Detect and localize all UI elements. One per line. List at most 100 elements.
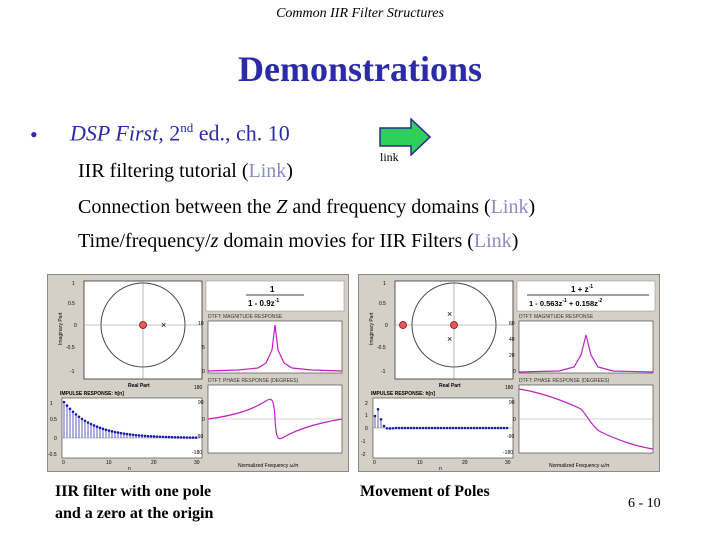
impulse-marker xyxy=(382,424,386,428)
link-arrow-icon[interactable] xyxy=(379,118,431,156)
movies-link[interactable]: Link xyxy=(473,230,512,252)
impulse-marker xyxy=(80,417,84,421)
impulse-marker xyxy=(161,435,165,439)
zplane-ylabel: Imaginary Part xyxy=(58,312,64,345)
ytick: 2 xyxy=(365,401,368,407)
ytick: -180 xyxy=(503,450,513,456)
xtick: 20 xyxy=(462,460,468,466)
ytick: 0 xyxy=(513,417,516,423)
impulse-marker xyxy=(155,435,159,438)
ytick: -90 xyxy=(196,434,203,440)
movies-text-b: domain movies for IIR Filters ( xyxy=(218,230,474,252)
impulse-marker xyxy=(119,431,123,435)
transfer-function xyxy=(205,280,345,312)
impulse-marker xyxy=(406,426,410,430)
ytick: 0.5 xyxy=(68,301,75,307)
pole-marker[interactable]: × xyxy=(161,320,166,330)
movies-line: Time/frequency/z domain movies for IIR F… xyxy=(78,230,518,253)
freq-xlabel: Normalized Frequency ω/π xyxy=(238,463,299,469)
impulse-marker xyxy=(448,426,452,430)
xtick: 20 xyxy=(151,460,157,466)
impulse-marker xyxy=(146,434,150,438)
impulse-marker xyxy=(409,426,413,430)
impulse-marker xyxy=(445,426,449,430)
impulse-marker xyxy=(496,426,500,430)
ytick: 0 xyxy=(202,417,205,423)
impulse-marker xyxy=(92,424,96,427)
slide-header: Common IIR Filter Structures xyxy=(276,6,444,21)
pole-marker-upper[interactable]: × xyxy=(447,309,452,319)
impulse-marker xyxy=(427,426,431,430)
impulse-marker xyxy=(505,426,509,430)
phase-title: DTFT: PHASE RESPONSE (DEGREES) xyxy=(519,378,610,384)
caption-left: IIR filter with one pole and a zero at t… xyxy=(55,481,213,525)
slide-title: Demonstrations xyxy=(238,49,482,89)
impulse-marker xyxy=(74,413,78,416)
impulse-marker xyxy=(439,426,443,430)
impulse-marker xyxy=(71,410,75,414)
ytick: -1 xyxy=(381,369,386,375)
ytick: 10 xyxy=(198,321,204,327)
impulse-title: IMPULSE RESPONSE: h[n] xyxy=(60,391,124,397)
bullet-text: DSP First, 2nd ed., ch. 10 xyxy=(70,120,290,146)
zplane-xlabel: Real Part xyxy=(128,383,150,389)
ytick: -2 xyxy=(361,452,366,458)
transfer-function xyxy=(516,280,656,312)
impulse-stems xyxy=(62,400,198,439)
impulse-marker xyxy=(83,419,87,423)
impulse-marker xyxy=(140,434,144,437)
impulse-marker xyxy=(493,426,497,430)
impulse-marker xyxy=(472,426,476,430)
impulse-marker xyxy=(385,426,389,430)
impulse-marker xyxy=(391,426,395,430)
ytick: 0.5 xyxy=(50,417,57,423)
impulse-marker xyxy=(143,434,147,438)
impulse-marker xyxy=(436,426,440,430)
impulse-marker xyxy=(502,426,506,430)
xtick: 0 xyxy=(373,460,376,466)
impulse-marker xyxy=(98,426,102,430)
impulse-marker xyxy=(128,433,132,436)
impulse-marker xyxy=(122,432,126,435)
zero-marker-minus-one[interactable] xyxy=(399,321,407,329)
ytick: -1 xyxy=(361,439,366,445)
zero-marker[interactable] xyxy=(139,321,147,329)
impulse-marker xyxy=(188,436,192,439)
impulse-marker xyxy=(158,435,162,439)
ytick: 0 xyxy=(74,323,77,329)
arrow-link-label[interactable]: link xyxy=(380,150,399,164)
impulse-marker xyxy=(379,418,383,421)
freq-xlabel: Normalized Frequency ω/π xyxy=(549,463,610,469)
caption-right: Movement of Poles xyxy=(360,483,490,500)
bullet-symbol: • xyxy=(30,122,38,147)
impulse-marker xyxy=(430,426,434,430)
xtick: 30 xyxy=(505,460,511,466)
ytick: 180 xyxy=(505,385,514,391)
impulse-marker xyxy=(388,427,392,430)
xtick: 0 xyxy=(62,460,65,466)
impulse-marker xyxy=(191,436,195,439)
ytick: 0 xyxy=(202,369,205,375)
tutorial-link[interactable]: Link xyxy=(248,160,287,182)
impulse-marker xyxy=(113,430,117,434)
ytick: 1 xyxy=(50,401,53,407)
caption-left-line-2: and a zero at the origin xyxy=(55,505,214,522)
impulse-marker xyxy=(478,426,482,430)
tf-numerator: 1 + z-1 xyxy=(571,284,593,294)
xtick: 10 xyxy=(417,460,423,466)
magnitude-title: DTFT: MAGNITUDE RESPONSE xyxy=(208,314,283,320)
impulse-marker xyxy=(403,426,407,430)
impulse-marker xyxy=(400,426,404,430)
impulse-marker xyxy=(463,426,467,430)
tf-denominator: 1 - 0.9z-1 xyxy=(248,298,279,308)
impulse-marker xyxy=(481,426,485,430)
impulse-marker xyxy=(424,426,428,430)
impulse-marker xyxy=(376,407,380,411)
connection-link[interactable]: Link xyxy=(490,196,529,218)
impulse-marker xyxy=(397,426,401,430)
pole-marker-lower[interactable]: × xyxy=(447,334,452,344)
zero-marker-origin[interactable] xyxy=(450,321,458,329)
impulse-marker xyxy=(484,426,488,430)
connection-text-b: and frequency domains ( xyxy=(287,196,491,218)
magnitude-plot xyxy=(518,320,654,374)
